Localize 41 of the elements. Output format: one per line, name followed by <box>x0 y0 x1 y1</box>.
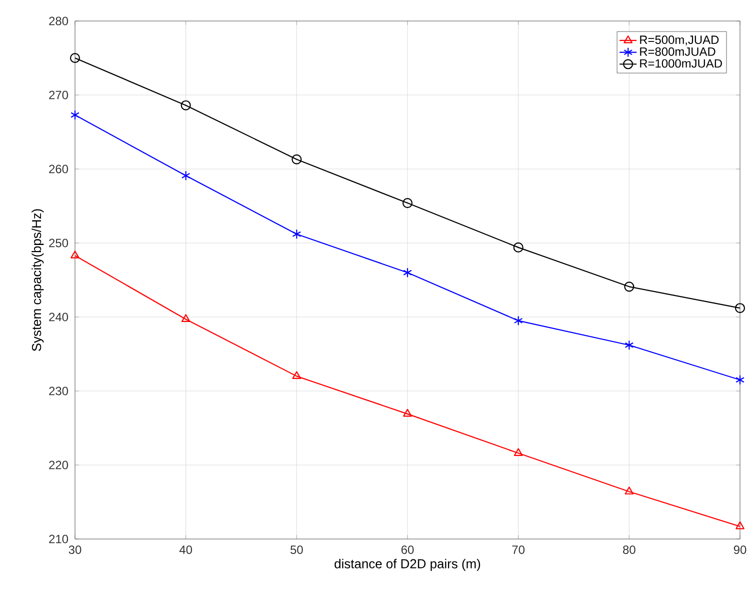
y-tick-label: 240 <box>49 312 68 322</box>
point <box>513 242 524 252</box>
x-tick-label: 70 <box>512 546 525 554</box>
point <box>403 408 412 417</box>
legend-label: R=1000mJUAD <box>640 59 722 68</box>
y-tick-label: 220 <box>49 460 68 470</box>
point <box>514 316 523 326</box>
point <box>624 486 634 494</box>
point <box>180 100 191 110</box>
y-tick-label: 250 <box>49 238 68 248</box>
point <box>402 198 413 208</box>
point <box>292 154 302 164</box>
y-axis-title: System capacity(bps/Hz) <box>32 209 44 352</box>
y-tick-label: 230 <box>49 386 68 396</box>
y-tick-label: 260 <box>49 164 68 174</box>
x-tick-label: 50 <box>290 546 303 554</box>
x-tick-label: 60 <box>401 546 414 554</box>
point <box>514 448 523 456</box>
x-axis-title: distance of D2D pairs (m) <box>334 558 480 571</box>
x-tick-label: 90 <box>734 546 746 554</box>
y-tick-label: 280 <box>49 16 68 26</box>
x-tick-label: 80 <box>623 546 636 554</box>
legend-label: R=800mJUAD <box>640 47 716 56</box>
point <box>70 250 80 258</box>
point <box>292 229 302 240</box>
y-tick-label: 210 <box>49 534 68 544</box>
point <box>734 303 746 314</box>
point <box>292 371 302 379</box>
x-tick-label: 40 <box>179 546 192 554</box>
point <box>624 340 634 350</box>
x-tick-label: 30 <box>68 546 82 554</box>
point <box>624 282 634 292</box>
point <box>736 374 744 385</box>
point <box>181 170 190 181</box>
point <box>70 52 80 64</box>
point <box>736 521 744 530</box>
point <box>403 268 412 278</box>
point <box>181 314 190 322</box>
legend-label: R=500m,JUAD <box>640 36 719 46</box>
y-tick-label: 270 <box>49 90 68 100</box>
point <box>70 110 80 120</box>
